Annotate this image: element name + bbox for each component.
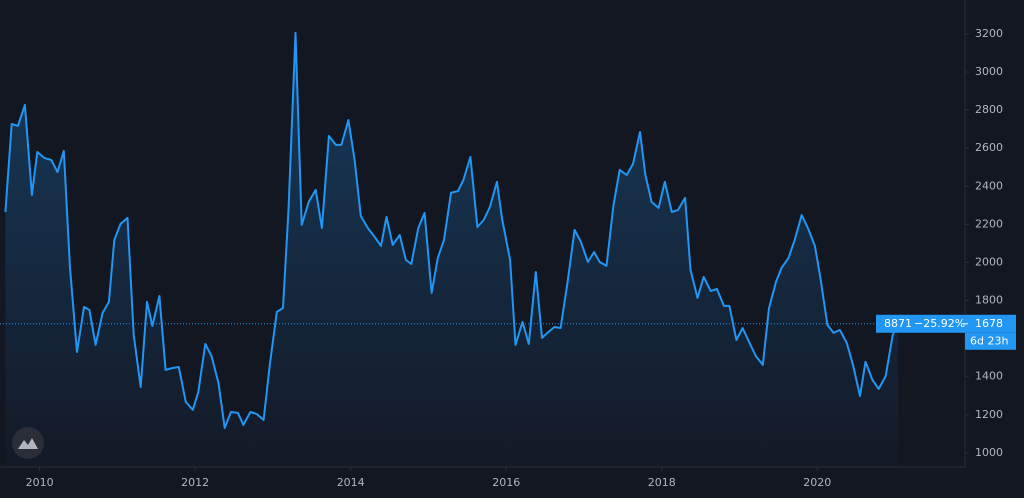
price-line xyxy=(4,31,900,429)
x-tick-label: 2012 xyxy=(181,476,209,489)
countdown-box xyxy=(965,332,1016,350)
y-tick-label: 3200 xyxy=(975,27,1003,40)
y-tick-label: 1800 xyxy=(975,294,1003,307)
x-tick-label: 2016 xyxy=(492,476,520,489)
y-tick-label: 1400 xyxy=(975,370,1003,383)
y-tick-label: 1200 xyxy=(975,408,1003,421)
y-tick-label: 2800 xyxy=(975,103,1003,116)
symbol-label: 8871 xyxy=(884,317,912,330)
y-tick-label: 2400 xyxy=(975,179,1003,192)
y-tick-label: 2200 xyxy=(975,217,1003,230)
area-fill xyxy=(5,32,899,468)
y-tick-label: 2600 xyxy=(975,141,1003,154)
x-tick-label: 2020 xyxy=(803,476,831,489)
x-tick-label: 2014 xyxy=(337,476,365,489)
y-tick-label: 3000 xyxy=(975,65,1003,78)
x-tick-label: 2018 xyxy=(648,476,676,489)
countdown-label: 6d 23h xyxy=(970,334,1008,347)
logo xyxy=(12,427,44,459)
price-label-box xyxy=(876,314,1016,333)
change-label: −25.92% xyxy=(914,317,965,330)
y-tick-label: 2000 xyxy=(975,255,1003,268)
plot-area xyxy=(4,31,900,468)
y-tick-label: 1000 xyxy=(975,446,1003,459)
x-tick-label: 2010 xyxy=(26,476,54,489)
price-label: 1678 xyxy=(975,317,1003,330)
